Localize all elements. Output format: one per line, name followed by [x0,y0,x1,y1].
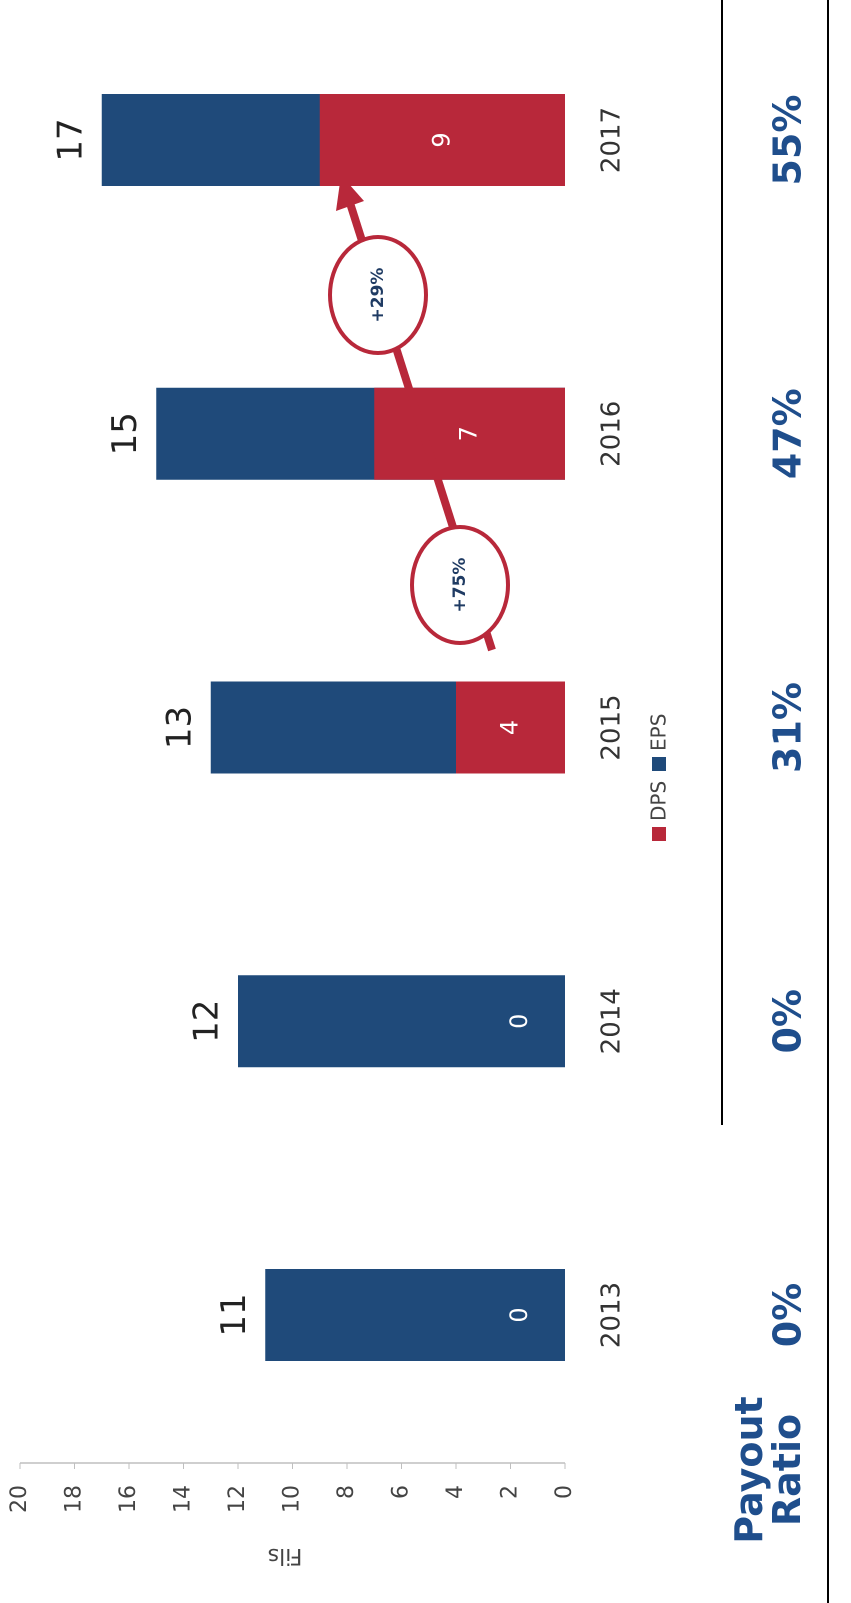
bar-label: 0 [505,1307,533,1322]
annotation: +75% [450,558,470,613]
bar-label: 9 [427,132,455,147]
x-tick-label: 2017 [597,107,627,173]
payout-label-line: Ratio [765,1414,809,1526]
y-tick-label: 12 [225,1485,250,1513]
y-tick-label: 0 [552,1485,577,1499]
y-tick-label: 8 [334,1485,359,1499]
legend-label: DPS [647,781,671,821]
legend-swatch [652,827,666,841]
bar [456,681,565,774]
payout-value: 47% [766,388,810,479]
bar-label: 4 [496,720,524,735]
y-tick-label: 4 [443,1485,468,1499]
payout-value: 55% [766,95,810,186]
annotation: +29% [368,268,388,323]
y-tick-label: 14 [171,1485,196,1513]
payout-value: 31% [766,682,810,773]
bar [238,975,565,1068]
y-tick-label: 18 [62,1485,87,1513]
arrow-head [336,175,364,211]
payout-value: 0% [766,1283,810,1348]
total-label: 12 [187,1000,227,1043]
bar [374,387,565,480]
legend-swatch [652,757,666,771]
x-tick-label: 2015 [597,694,627,760]
x-tick-label: 2016 [597,401,627,467]
rotated-chart: Fils +75% +29% PayoutRatio 0 2 4 6 8 10 12 14 16… [7,0,829,1603]
payout-value: 0% [766,989,810,1054]
bar [319,94,565,186]
x-tick-label: 2013 [597,1282,627,1348]
y-tick-label: 20 [7,1485,32,1513]
bar-label: 7 [455,426,483,441]
bar-label: 0 [505,1014,533,1029]
bar [265,1269,565,1361]
payout-label-line: Payout [727,1396,771,1543]
y-tick-label: 2 [498,1485,523,1499]
y-tick-label: 6 [389,1485,414,1499]
x-tick-label: 2014 [597,988,627,1054]
total-label: 17 [50,118,90,161]
annotation-ellipse [410,525,510,645]
total-label: 13 [159,706,199,749]
payout-label: PayoutRatio [727,1396,809,1543]
y-tick-label: 16 [116,1485,141,1513]
annotation-ellipse [328,235,428,355]
y-tick-label: 10 [280,1485,305,1513]
y-axis-title: Fils [268,1543,303,1568]
legend-label: EPS [647,714,671,751]
bars [101,94,565,1361]
total-label: 15 [105,412,145,455]
total-label: 11 [214,1293,254,1336]
